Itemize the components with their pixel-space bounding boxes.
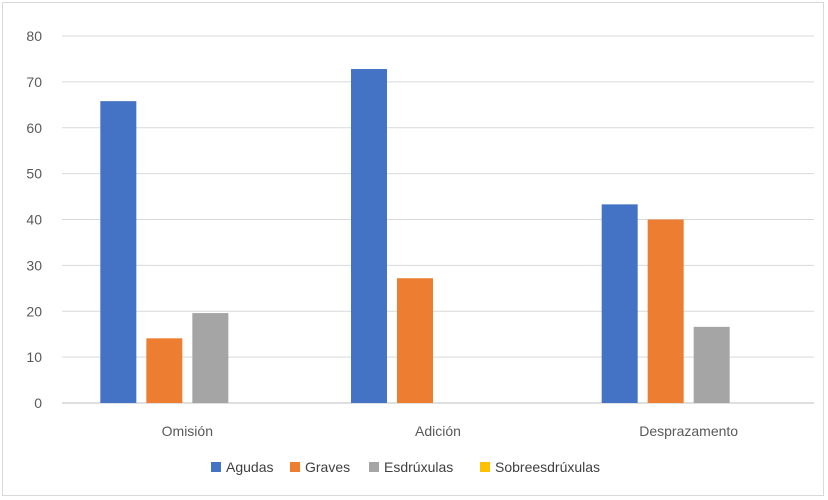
bar-graves-1 [146, 338, 183, 403]
y-tick-label: 0 [34, 395, 42, 411]
bar-agudas-3 [601, 204, 638, 403]
y-tick-label: 80 [26, 28, 42, 44]
y-tick-label: 30 [26, 257, 42, 273]
y-tick-label: 10 [26, 349, 42, 365]
y-tick-label: 20 [26, 303, 42, 319]
bar-esdrúxulas-1 [192, 313, 229, 403]
legend-label: Esdrúxulas [384, 459, 453, 475]
bar-agudas-2 [351, 69, 387, 403]
x-tick-label: Omisión [162, 423, 213, 439]
legend-swatch-sobreesdrúxulas [480, 462, 490, 472]
legend: Agudas Graves Esdrúxulas Sobreesdrúxulas [211, 459, 600, 475]
bar-graves-2 [397, 278, 433, 403]
y-axis-tick-labels: 0 10 20 30 40 50 60 70 80 [26, 28, 42, 411]
x-tick-label: Adición [415, 423, 461, 439]
y-tick-label: 40 [26, 212, 42, 228]
legend-label: Graves [305, 459, 350, 475]
bars [100, 69, 730, 403]
y-tick-label: 70 [26, 74, 42, 90]
legend-label: Agudas [226, 459, 273, 475]
bar-agudas-1 [100, 101, 137, 403]
legend-label: Sobreesdrúxulas [495, 459, 600, 475]
gridlines [62, 35, 814, 404]
bar-esdrúxulas-3 [693, 326, 730, 403]
legend-swatch-esdrúxulas [369, 462, 379, 472]
legend-swatch-agudas [211, 462, 221, 472]
legend-swatch-graves [290, 462, 300, 472]
y-tick-label: 60 [26, 120, 42, 136]
y-tick-label: 50 [26, 166, 42, 182]
x-tick-label: Desprazamento [639, 423, 738, 439]
bar-graves-3 [647, 219, 684, 403]
x-axis-tick-labels: Omisión Adición Desprazamento [162, 423, 739, 439]
